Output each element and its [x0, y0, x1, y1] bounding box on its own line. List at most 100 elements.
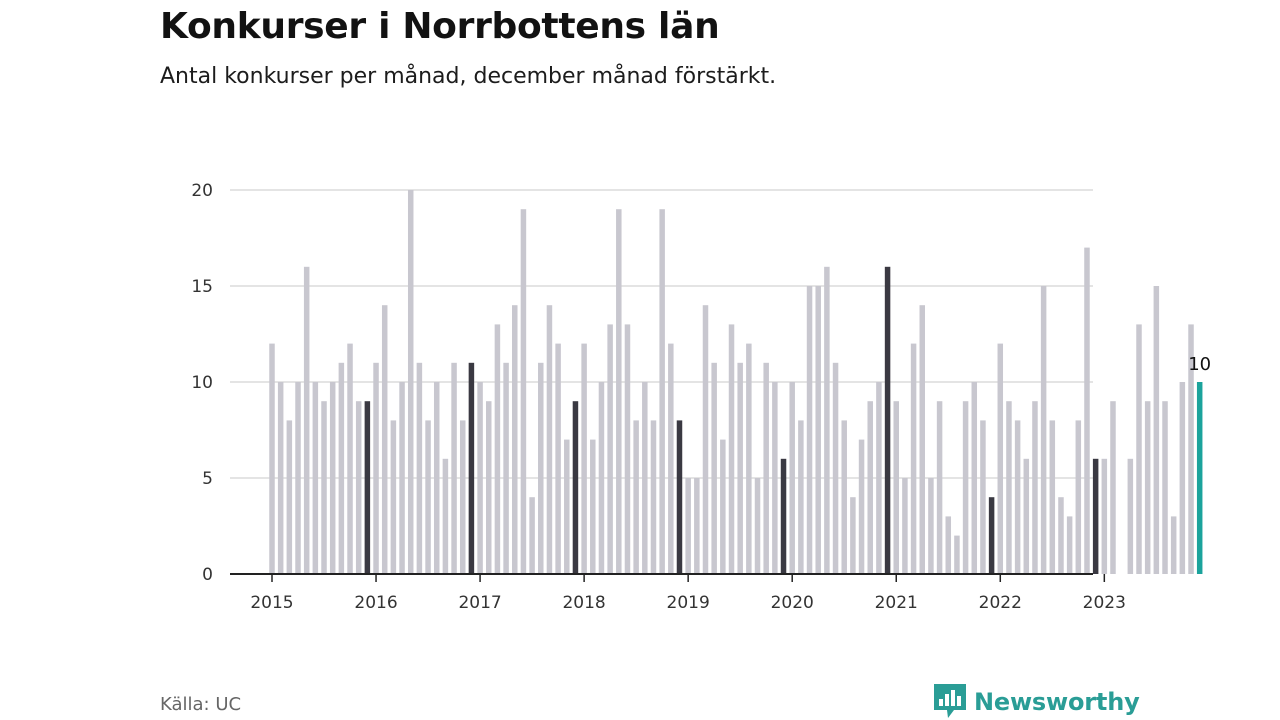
x-tick-label: 2022 [979, 593, 1022, 613]
bar [650, 420, 657, 574]
bar [633, 420, 639, 574]
bar [520, 209, 527, 574]
x-axis: 2015 2016 2017 2018 2019 2020 2021 2022 2023 [250, 574, 1126, 613]
y-tick-label: 20 [191, 181, 213, 201]
bar [1023, 458, 1030, 574]
bar [399, 382, 405, 574]
bar [364, 401, 371, 574]
bar [564, 439, 570, 574]
chart-subtitle: Antal konkurser per månad, december måna… [160, 64, 777, 89]
bar [607, 324, 613, 574]
bar [676, 420, 683, 574]
bar [529, 497, 535, 574]
bar [1092, 458, 1099, 574]
x-tick-label: 2017 [458, 593, 501, 613]
bar [425, 420, 431, 574]
bar-chart: 0 5 10 15 20 2015 2016 2017 2018 2019 2020 2021 202… [191, 181, 1211, 613]
bar [850, 497, 856, 574]
bar [355, 401, 362, 574]
bar [1153, 286, 1160, 574]
bar [997, 343, 1004, 574]
bars [269, 190, 1203, 574]
x-tick-label: 2023 [1083, 593, 1126, 613]
bar [910, 343, 917, 574]
bar [1179, 382, 1186, 574]
bar [1075, 420, 1082, 574]
bar [598, 382, 605, 574]
bar [581, 343, 587, 574]
bar [1188, 324, 1194, 574]
bar [815, 286, 821, 574]
y-tick-label: 5 [202, 469, 213, 489]
bar [954, 535, 960, 574]
bar [945, 516, 952, 574]
bar [442, 458, 449, 574]
bar [1127, 458, 1134, 574]
bar [373, 362, 379, 574]
bar [1058, 497, 1064, 574]
bar [867, 401, 873, 574]
bar [303, 266, 310, 574]
bar [1144, 401, 1151, 574]
bar [347, 343, 353, 574]
bar [477, 382, 483, 574]
y-tick-label: 10 [191, 373, 213, 393]
bar [806, 286, 813, 574]
bar [659, 209, 665, 574]
bar [451, 362, 457, 574]
bar [1066, 516, 1073, 574]
bar [503, 362, 509, 574]
bar [459, 420, 466, 574]
bar [1032, 401, 1038, 574]
bar [338, 362, 345, 574]
x-tick-label: 2018 [562, 593, 605, 613]
x-tick-label: 2016 [354, 593, 397, 613]
bar [277, 382, 284, 574]
bar [642, 382, 648, 574]
bar [512, 305, 518, 574]
bar [329, 382, 336, 574]
bar [468, 362, 475, 574]
bar [988, 497, 995, 574]
bar [685, 478, 691, 574]
bar [494, 324, 501, 574]
bar [980, 420, 986, 574]
bar [269, 343, 275, 574]
bar [381, 305, 388, 574]
bar [962, 401, 969, 574]
bar [407, 190, 414, 574]
bar [763, 362, 769, 574]
bar [624, 324, 631, 574]
bar [312, 382, 319, 574]
bar [416, 362, 423, 574]
bar [789, 382, 795, 574]
bar [486, 401, 492, 574]
bar [893, 401, 899, 574]
bar [876, 382, 882, 574]
bar [772, 382, 778, 574]
bar [902, 478, 908, 574]
bar [1170, 516, 1177, 574]
bar [936, 401, 943, 574]
bar [286, 420, 293, 574]
y-axis: 0 5 10 15 20 [191, 181, 213, 585]
bar [295, 382, 301, 574]
source-note: Källa: UC [160, 694, 242, 715]
bar [538, 362, 544, 574]
y-tick-label: 15 [191, 277, 213, 297]
bar [928, 478, 934, 574]
bar [321, 401, 327, 574]
bar [711, 362, 717, 574]
bar [1084, 247, 1090, 574]
bar [919, 305, 925, 574]
chart-title: Konkurser i Norrbottens län [160, 6, 720, 47]
bar [1049, 420, 1056, 574]
data-labels: 10 [1188, 354, 1211, 375]
bar [1014, 420, 1021, 574]
bar [572, 401, 579, 574]
bar [1136, 324, 1142, 574]
bar [616, 209, 622, 574]
bar [433, 382, 440, 574]
bar [832, 362, 839, 574]
bar [798, 420, 804, 574]
